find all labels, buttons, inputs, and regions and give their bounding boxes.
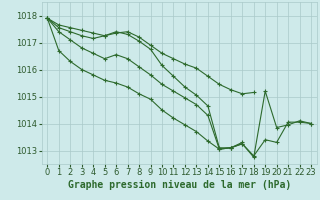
X-axis label: Graphe pression niveau de la mer (hPa): Graphe pression niveau de la mer (hPa) — [68, 180, 291, 190]
